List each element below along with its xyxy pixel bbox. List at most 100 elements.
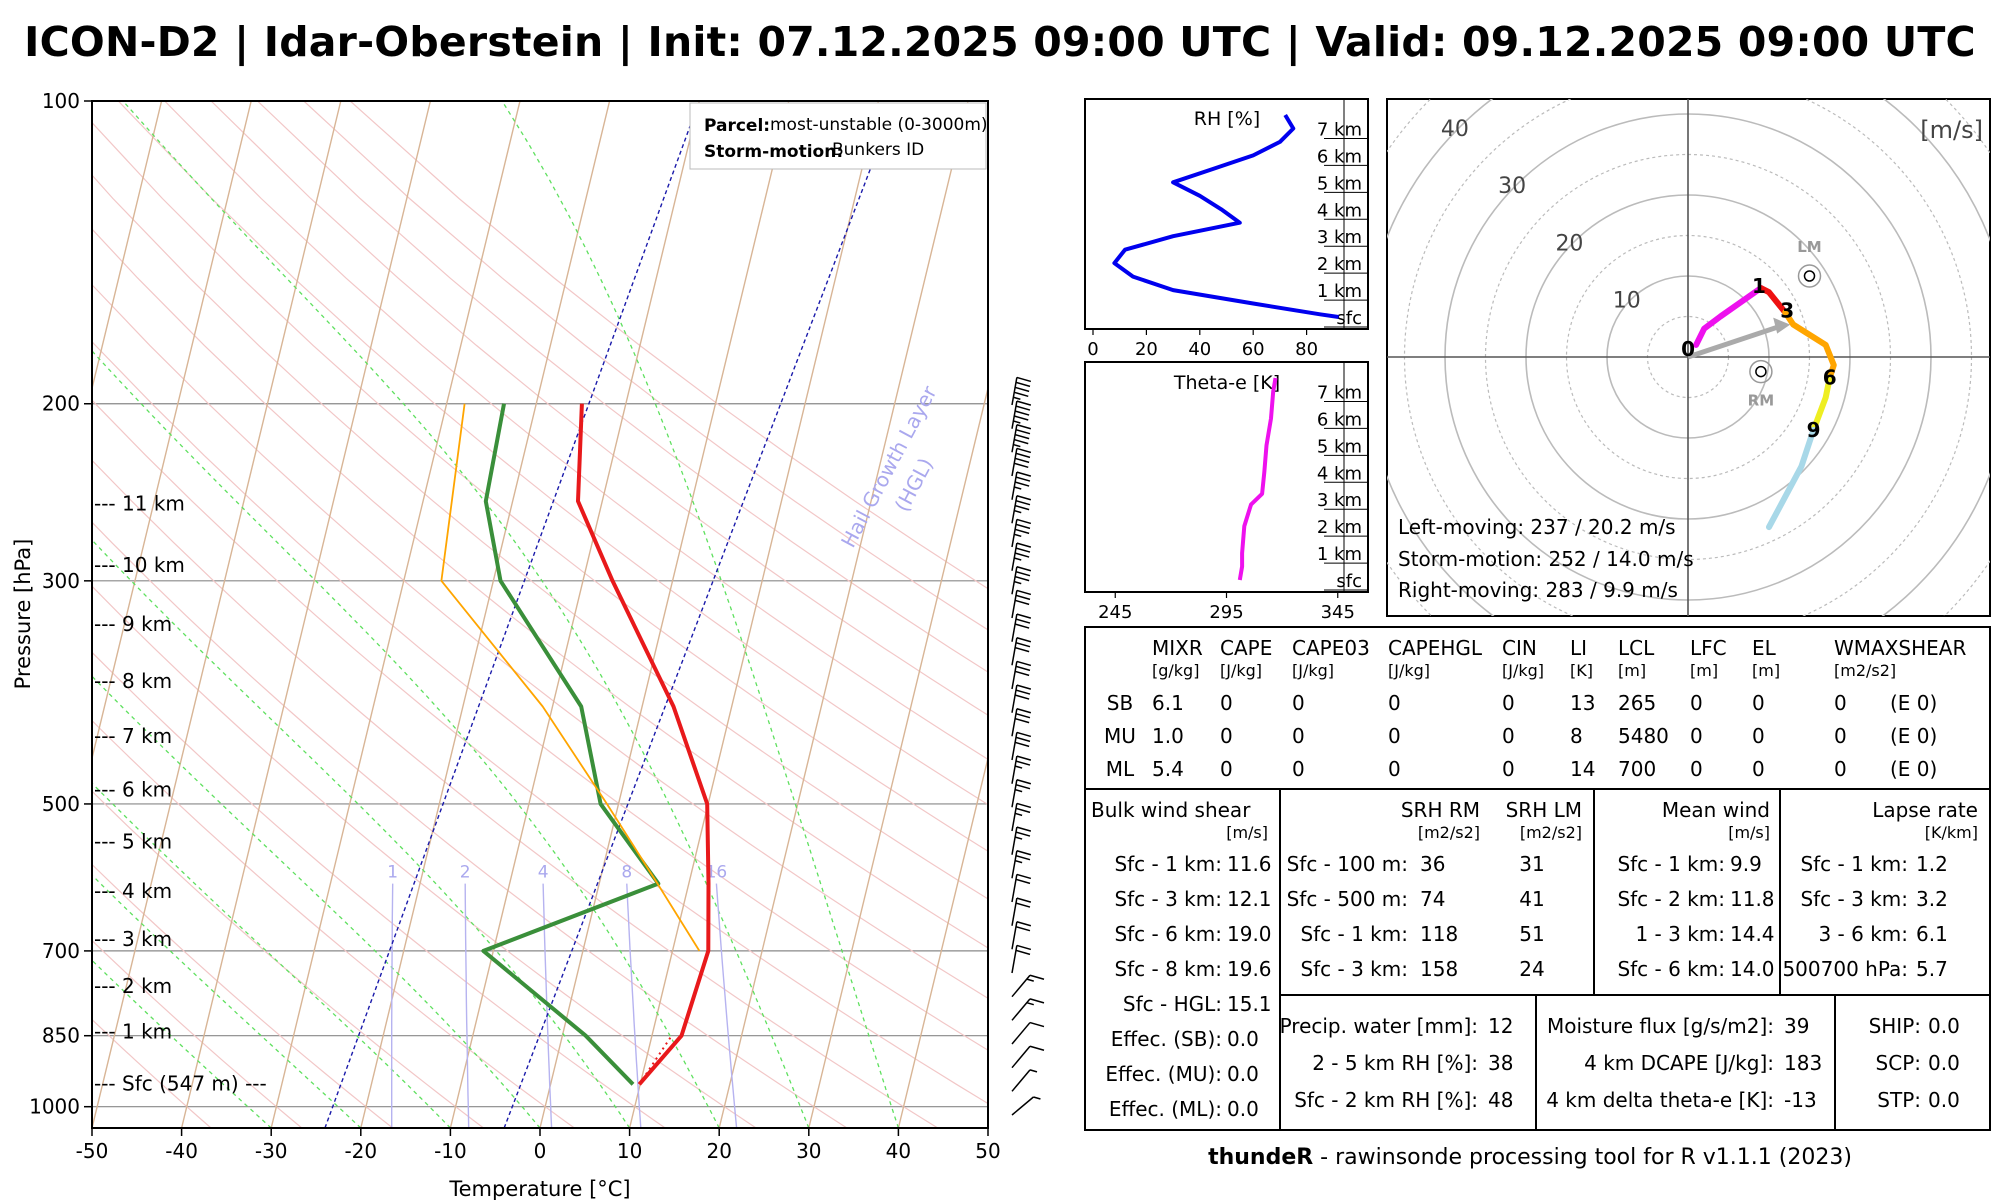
barb-shaft — [1011, 471, 1018, 500]
isotherm — [92, 101, 252, 762]
index-cell: 0 — [1502, 757, 1515, 781]
index-cell: 0 — [1752, 724, 1765, 748]
barb-flag — [1016, 897, 1032, 903]
barb-flag — [1015, 428, 1031, 435]
motion-ring — [1749, 359, 1773, 384]
x-tick-label: 80 — [1295, 339, 1318, 360]
height-label: --- 6 km — [94, 778, 172, 802]
bulk-value: 15.1 — [1227, 992, 1272, 1016]
barb-flag — [1016, 779, 1032, 785]
hodograph-unit: [m/s] — [1920, 116, 1983, 144]
index-cell: 0 — [1220, 724, 1233, 748]
hodo-height-marker: 1 — [1752, 274, 1766, 298]
barb-flag — [1015, 594, 1031, 601]
bulk-value: 19.6 — [1227, 957, 1272, 981]
y-tick-label: 1000 — [29, 1095, 80, 1119]
moist2-label: Moisture flux [g/s/m2]: — [1547, 1014, 1774, 1038]
barb-flag — [1016, 802, 1032, 809]
mixing-ratio-label: 4 — [538, 863, 549, 883]
barb-flag — [1016, 660, 1032, 667]
barb-shaft — [1011, 708, 1018, 737]
moist2-value: 39 — [1784, 1014, 1809, 1038]
x-tick-label: 40 — [1188, 339, 1211, 360]
mixing-ratio-line — [391, 883, 394, 1128]
barb-shaft — [1011, 803, 1018, 832]
index-header: LI — [1570, 636, 1587, 660]
x-tick-label: 295 — [1209, 602, 1243, 623]
height-label: --- 1 km — [94, 1020, 172, 1044]
barb-half — [1014, 509, 1022, 514]
index-cell: 14 — [1570, 757, 1595, 781]
x-tick-label: -50 — [76, 1139, 109, 1163]
srh-rm-header: SRH RM — [1401, 798, 1480, 822]
barb-flag — [1015, 712, 1031, 719]
isotherm — [360, 101, 611, 1128]
dry-adiabat — [92, 863, 394, 1128]
barb-flag — [1016, 589, 1032, 596]
parcel-value: most-unstable (0-3000m) — [770, 115, 988, 135]
srh-rm-value: 118 — [1420, 922, 1458, 946]
x-tick-label: 20 — [1135, 339, 1158, 360]
footer-credit: thundeR - rawinsonde processing tool for… — [1070, 1145, 1990, 1170]
index-cell: 0 — [1834, 691, 1847, 715]
barb-shaft — [1011, 732, 1018, 761]
index-cell: 0 — [1752, 691, 1765, 715]
height-label: --- 10 km — [94, 553, 185, 577]
barb-half — [1014, 486, 1022, 490]
barb-shaft — [1011, 897, 1018, 926]
barb-shaft — [1011, 1096, 1034, 1116]
x-tick-label: 50 — [975, 1139, 1000, 1163]
barb-half — [1026, 1001, 1034, 1006]
index-header: MIXR — [1152, 636, 1203, 660]
height-label: --- 9 km — [94, 612, 172, 636]
bulk-label: Effec. (ML): — [1109, 1097, 1222, 1121]
height-label: 7 km — [1317, 119, 1362, 140]
storm-motion-text: Storm-motion: 252 / 14.0 m/s — [1398, 547, 1694, 571]
srh-rm-value: 158 — [1420, 957, 1458, 981]
barb-shaft — [1011, 921, 1018, 950]
moist-adiabat — [92, 874, 362, 1128]
index-cell: 13 — [1570, 691, 1595, 715]
index-cell: 0 — [1690, 691, 1703, 715]
height-label: --- 11 km — [94, 492, 185, 516]
isotherm — [539, 101, 790, 1128]
barb-flag — [1015, 547, 1031, 553]
x-tick-label: -20 — [344, 1139, 377, 1163]
right-moving-text: Right-moving: 283 / 9.9 m/s — [1398, 578, 1678, 602]
x-tick-label: 10 — [617, 1139, 642, 1163]
index-cell: 6.1 — [1152, 691, 1184, 715]
moist-label: 2 - 5 km RH [%]: — [1312, 1051, 1478, 1075]
bulk-label: Sfc - 6 km: — [1114, 922, 1222, 946]
dry-adiabat — [92, 459, 939, 1128]
wind-barb — [1011, 802, 1032, 832]
barb-flag — [1016, 566, 1032, 572]
wind-barb — [1011, 779, 1032, 808]
lapse-value: 5.7 — [1916, 957, 1948, 981]
isotherm — [897, 755, 988, 1128]
index-unit: [m] — [1618, 661, 1646, 680]
moist-label: Sfc - 2 km RH [%]: — [1294, 1088, 1478, 1112]
barb-flag — [1014, 462, 1029, 469]
barb-flag — [1015, 570, 1031, 577]
dry-adiabat — [117, 101, 988, 806]
barb-flag — [1014, 528, 1030, 535]
barb-flag — [1014, 438, 1029, 445]
barb-flag — [1016, 400, 1032, 406]
mean-value: 14.0 — [1730, 957, 1775, 981]
index-row-label: SB — [1107, 691, 1133, 715]
x-tick-label: 0 — [534, 1139, 547, 1163]
barb-half — [1014, 859, 1023, 864]
barb-shaft — [1011, 542, 1018, 571]
index-cell: 0 — [1220, 757, 1233, 781]
x-tick-label: -40 — [165, 1139, 198, 1163]
index-header: CAPEHGL — [1388, 636, 1483, 660]
index-cell: 0 — [1752, 757, 1765, 781]
barb-shaft — [1011, 874, 1018, 903]
barb-shaft — [1011, 613, 1018, 642]
dry-adiabat — [257, 101, 988, 673]
composite-value: 0.0 — [1928, 1051, 1960, 1075]
bulk-label: Sfc - 8 km: — [1114, 957, 1222, 981]
height-label: --- 3 km — [94, 927, 172, 951]
height-label: --- Sfc (547 m) --- — [94, 1071, 267, 1095]
index-cell: 0 — [1502, 724, 1515, 748]
